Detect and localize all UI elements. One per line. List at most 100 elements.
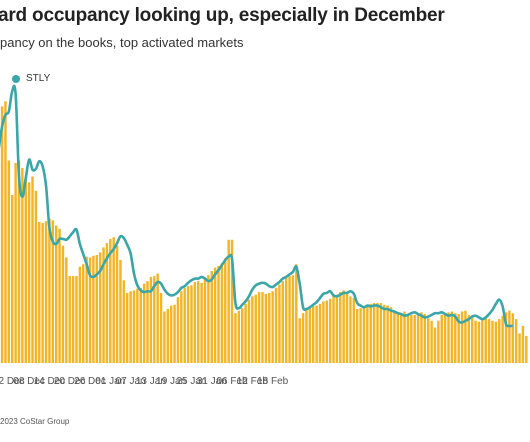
bar-29 bbox=[95, 254, 98, 363]
bar-66 bbox=[220, 263, 224, 363]
bar-99 bbox=[332, 295, 335, 363]
bar-111 bbox=[372, 303, 376, 363]
x-tick-label: 18 Feb bbox=[257, 376, 289, 387]
bar-156 bbox=[525, 335, 528, 363]
bar-143 bbox=[481, 319, 484, 363]
bar-138 bbox=[464, 310, 467, 363]
bar-27 bbox=[88, 257, 92, 363]
bar-26 bbox=[85, 256, 88, 363]
bar-70 bbox=[234, 313, 237, 363]
bar-150 bbox=[504, 312, 508, 363]
bar-142 bbox=[477, 321, 481, 363]
bar-105 bbox=[352, 298, 356, 363]
bar-87 bbox=[291, 275, 295, 363]
x-tick-label: 26 Dec bbox=[74, 376, 106, 387]
bar-113 bbox=[379, 303, 383, 363]
bar-4 bbox=[11, 195, 14, 363]
bar-53 bbox=[176, 297, 180, 363]
x-tick-label: 06 Feb bbox=[216, 376, 248, 387]
bar-31 bbox=[102, 247, 105, 363]
bar-114 bbox=[383, 304, 386, 363]
bar-106 bbox=[355, 308, 359, 363]
bar-64 bbox=[213, 267, 217, 363]
x-tick-label: 08 Dec bbox=[13, 376, 45, 387]
bar-84 bbox=[281, 281, 285, 363]
bar-123 bbox=[413, 314, 416, 363]
bar-62 bbox=[207, 275, 210, 363]
bar-47 bbox=[156, 273, 159, 363]
bar-19 bbox=[61, 245, 65, 363]
bar-144 bbox=[484, 318, 487, 363]
bar-55 bbox=[183, 287, 186, 363]
bar-134 bbox=[450, 311, 454, 363]
bar-75 bbox=[251, 296, 254, 363]
bar-141 bbox=[474, 320, 477, 363]
bar-137 bbox=[460, 311, 464, 363]
bar-74 bbox=[247, 299, 251, 363]
bar-42 bbox=[139, 287, 142, 363]
bar-12 bbox=[38, 222, 41, 363]
bar-49 bbox=[163, 311, 166, 363]
bar-18 bbox=[58, 228, 61, 363]
x-tick-label: 25 Jan bbox=[176, 376, 206, 387]
bar-148 bbox=[498, 319, 501, 363]
bar-60 bbox=[200, 282, 203, 363]
bar-109 bbox=[366, 305, 369, 363]
bar-145 bbox=[487, 319, 491, 363]
bar-9 bbox=[27, 182, 31, 363]
bar-56 bbox=[186, 286, 190, 363]
bar-48 bbox=[159, 292, 163, 363]
bar-14 bbox=[44, 221, 48, 363]
x-tick-label: 31 Jan bbox=[197, 376, 227, 387]
bar-72 bbox=[240, 308, 244, 363]
bar-94 bbox=[315, 305, 318, 363]
bar-10 bbox=[31, 176, 34, 363]
x-tick-label: 12 Feb bbox=[237, 376, 269, 387]
bar-120 bbox=[403, 311, 406, 363]
bar-88 bbox=[295, 264, 298, 363]
bar-28 bbox=[92, 255, 95, 363]
legend-label-stly: STLY bbox=[26, 73, 51, 84]
bar-61 bbox=[203, 278, 207, 363]
chart-footer: 2023 CoStar Group bbox=[0, 417, 70, 426]
bar-153 bbox=[514, 319, 518, 363]
chart-subtitle: pancy on the books, top activated market… bbox=[0, 35, 244, 50]
bar-152 bbox=[511, 313, 514, 363]
bar-116 bbox=[389, 307, 393, 363]
bar-63 bbox=[210, 270, 213, 363]
legend-marker-stly bbox=[12, 74, 20, 83]
bar-52 bbox=[173, 304, 176, 363]
bar-92 bbox=[308, 307, 312, 363]
bar-36 bbox=[119, 260, 122, 363]
bar-77 bbox=[257, 292, 261, 363]
bar-118 bbox=[396, 314, 400, 363]
bar-30 bbox=[98, 252, 102, 363]
bar-59 bbox=[197, 281, 200, 363]
bar-128 bbox=[430, 320, 433, 363]
bar-67 bbox=[224, 258, 227, 363]
bar-155 bbox=[521, 325, 525, 363]
bar-136 bbox=[457, 314, 460, 363]
bar-130 bbox=[437, 320, 440, 363]
bar-103 bbox=[345, 292, 349, 363]
bar-82 bbox=[274, 287, 278, 363]
bar-126 bbox=[423, 314, 427, 363]
bar-154 bbox=[518, 333, 521, 363]
bar-125 bbox=[420, 312, 423, 363]
bar-73 bbox=[244, 303, 247, 363]
bar-5 bbox=[14, 162, 17, 363]
bar-98 bbox=[328, 298, 332, 363]
bar-151 bbox=[508, 310, 511, 363]
x-tick-label: 01 Jan bbox=[95, 376, 125, 387]
bar-69 bbox=[230, 239, 234, 363]
bar-46 bbox=[153, 276, 156, 363]
bar-76 bbox=[254, 294, 257, 363]
bar-80 bbox=[268, 292, 271, 363]
bar-97 bbox=[325, 300, 328, 363]
bar-132 bbox=[443, 314, 447, 363]
bar-71 bbox=[237, 310, 241, 363]
chart-title: ard occupancy looking up, especially in … bbox=[0, 5, 445, 26]
bar-20 bbox=[65, 257, 68, 363]
bar-34 bbox=[112, 237, 115, 363]
